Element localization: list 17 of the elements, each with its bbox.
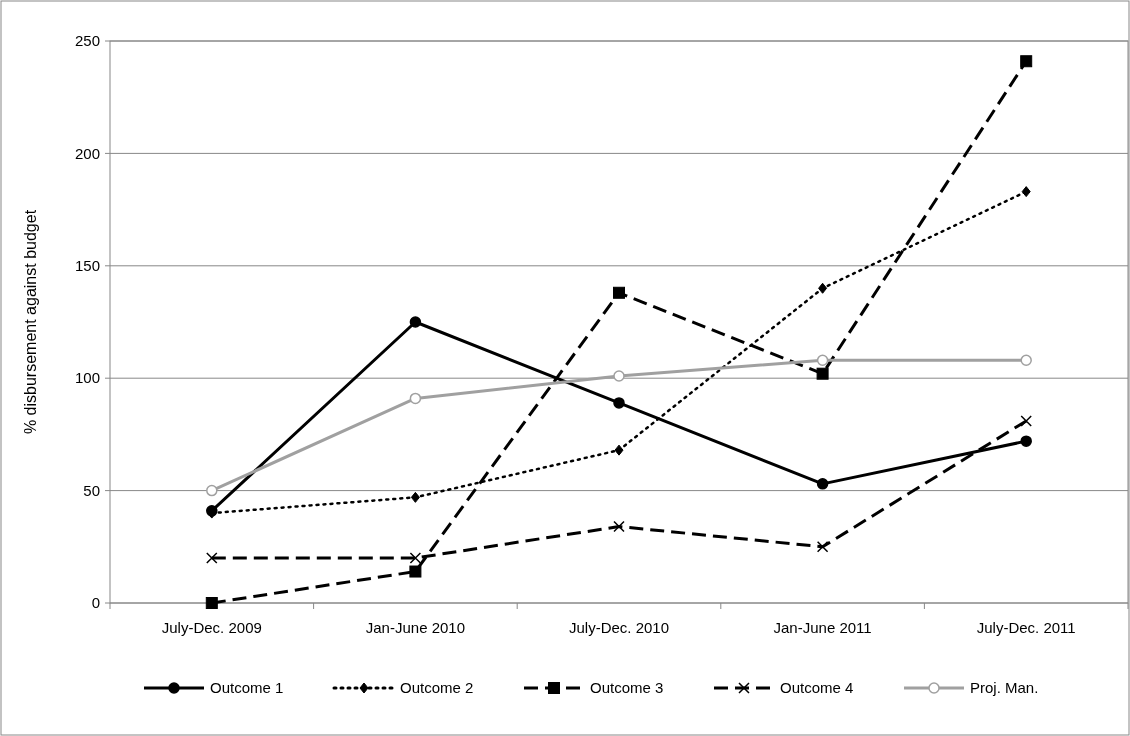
y-tick-label: 50 <box>83 481 100 499</box>
y-tick-label: 250 <box>74 32 100 50</box>
x-tick-label: July-Dec. 2011 <box>976 619 1076 636</box>
x-tick-label: July-Dec. 2010 <box>568 619 670 636</box>
x-tick-label: July-Dec. 2009 <box>161 619 262 636</box>
legend-label: Outcome 1 <box>210 679 284 697</box>
y-tick-label: 150 <box>74 257 100 275</box>
x-tick-label: Jan-June 2010 <box>365 619 466 636</box>
y-tick-label: 100 <box>74 369 100 387</box>
legend-label: Proj. Man. <box>970 679 1039 697</box>
legend-label: Outcome 3 <box>590 679 664 697</box>
legend-label: Outcome 2 <box>400 679 474 697</box>
legend-label: Outcome 4 <box>780 679 854 697</box>
x-tick-label: Jan-June 2011 <box>773 619 872 636</box>
y-tick-label: 0 <box>91 594 100 612</box>
y-axis-title: % disbursement against budget <box>22 209 39 435</box>
y-tick-label: 200 <box>74 144 100 162</box>
